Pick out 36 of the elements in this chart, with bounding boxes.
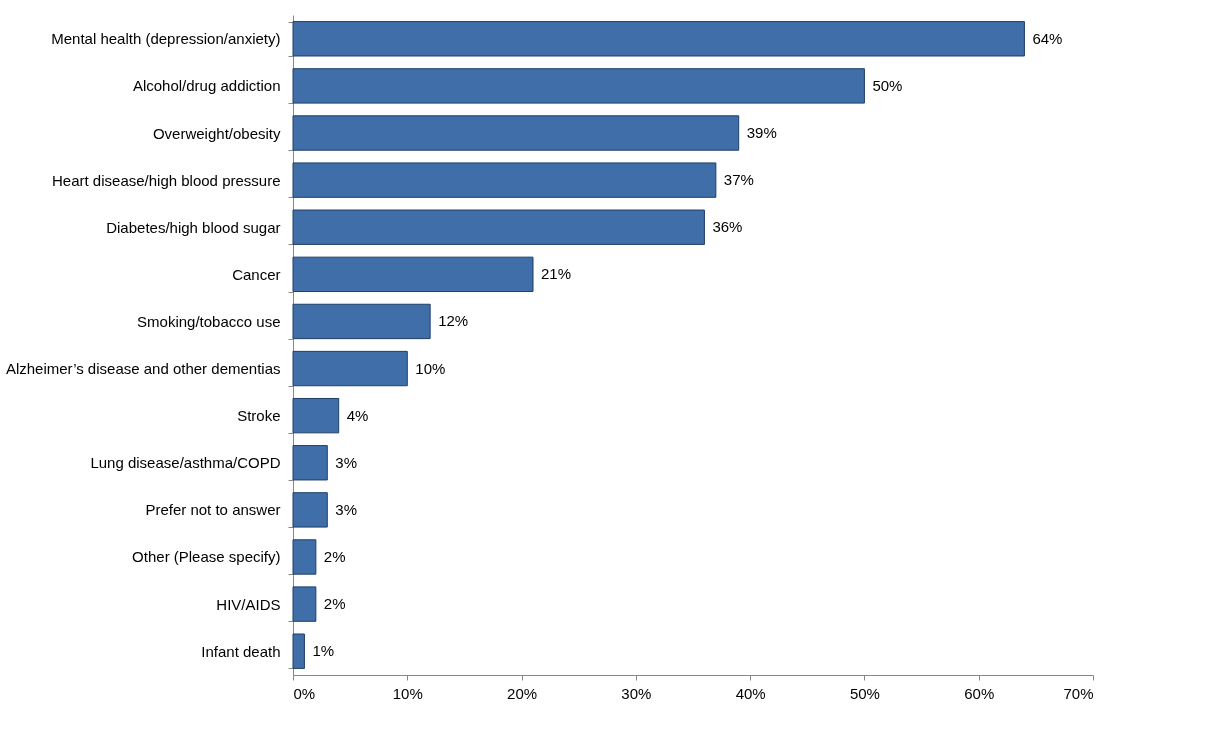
data-label: 1% <box>312 642 335 660</box>
x-tick-label: 10% <box>392 684 423 702</box>
y-tick-label: Overweight/obesity <box>152 124 281 142</box>
data-label: 36% <box>712 218 743 236</box>
data-label: 12% <box>438 312 469 330</box>
data-label: 4% <box>346 406 369 424</box>
data-label: 3% <box>335 453 357 471</box>
y-tick-label: Other (Please specify) <box>132 548 281 566</box>
y-tick-label: Cancer <box>232 265 281 283</box>
y-tick-label: Mental health (depression/anxiety) <box>51 30 281 48</box>
data-label: 2% <box>323 595 346 613</box>
data-label: 39% <box>746 124 777 142</box>
x-tick-label: 0% <box>293 684 316 702</box>
x-tick-label: 50% <box>849 684 880 702</box>
y-tick-label: Alzheimer’s disease and other dementias <box>5 360 281 378</box>
data-label: 2% <box>323 547 346 565</box>
x-tick-label: 40% <box>735 684 766 702</box>
x-tick-label: 30% <box>621 684 652 702</box>
y-tick-label: Stroke <box>237 407 281 425</box>
data-label: 64% <box>1032 29 1063 47</box>
y-tick-label: Lung disease/asthma/COPD <box>90 454 281 472</box>
x-tick-label: 20% <box>507 684 538 702</box>
data-label: 37% <box>723 171 754 189</box>
y-tick-label: Smoking/tobacco use <box>137 312 281 330</box>
x-tick-label: 70% <box>1063 684 1094 702</box>
y-tick-label: Alcohol/drug addiction <box>132 77 281 95</box>
data-label: 50% <box>872 76 903 94</box>
data-label: 21% <box>541 265 572 283</box>
x-tick-label: 60% <box>964 684 995 702</box>
y-tick-label: Heart disease/high blood pressure <box>52 171 281 189</box>
y-tick-label: Prefer not to answer <box>145 501 281 519</box>
data-label: 10% <box>415 359 446 377</box>
data-label: 3% <box>335 500 357 518</box>
y-tick-label: HIV/AIDS <box>216 595 281 613</box>
y-tick-label: Diabetes/high blood sugar <box>106 218 281 236</box>
y-tick-label: Infant death <box>201 642 281 660</box>
